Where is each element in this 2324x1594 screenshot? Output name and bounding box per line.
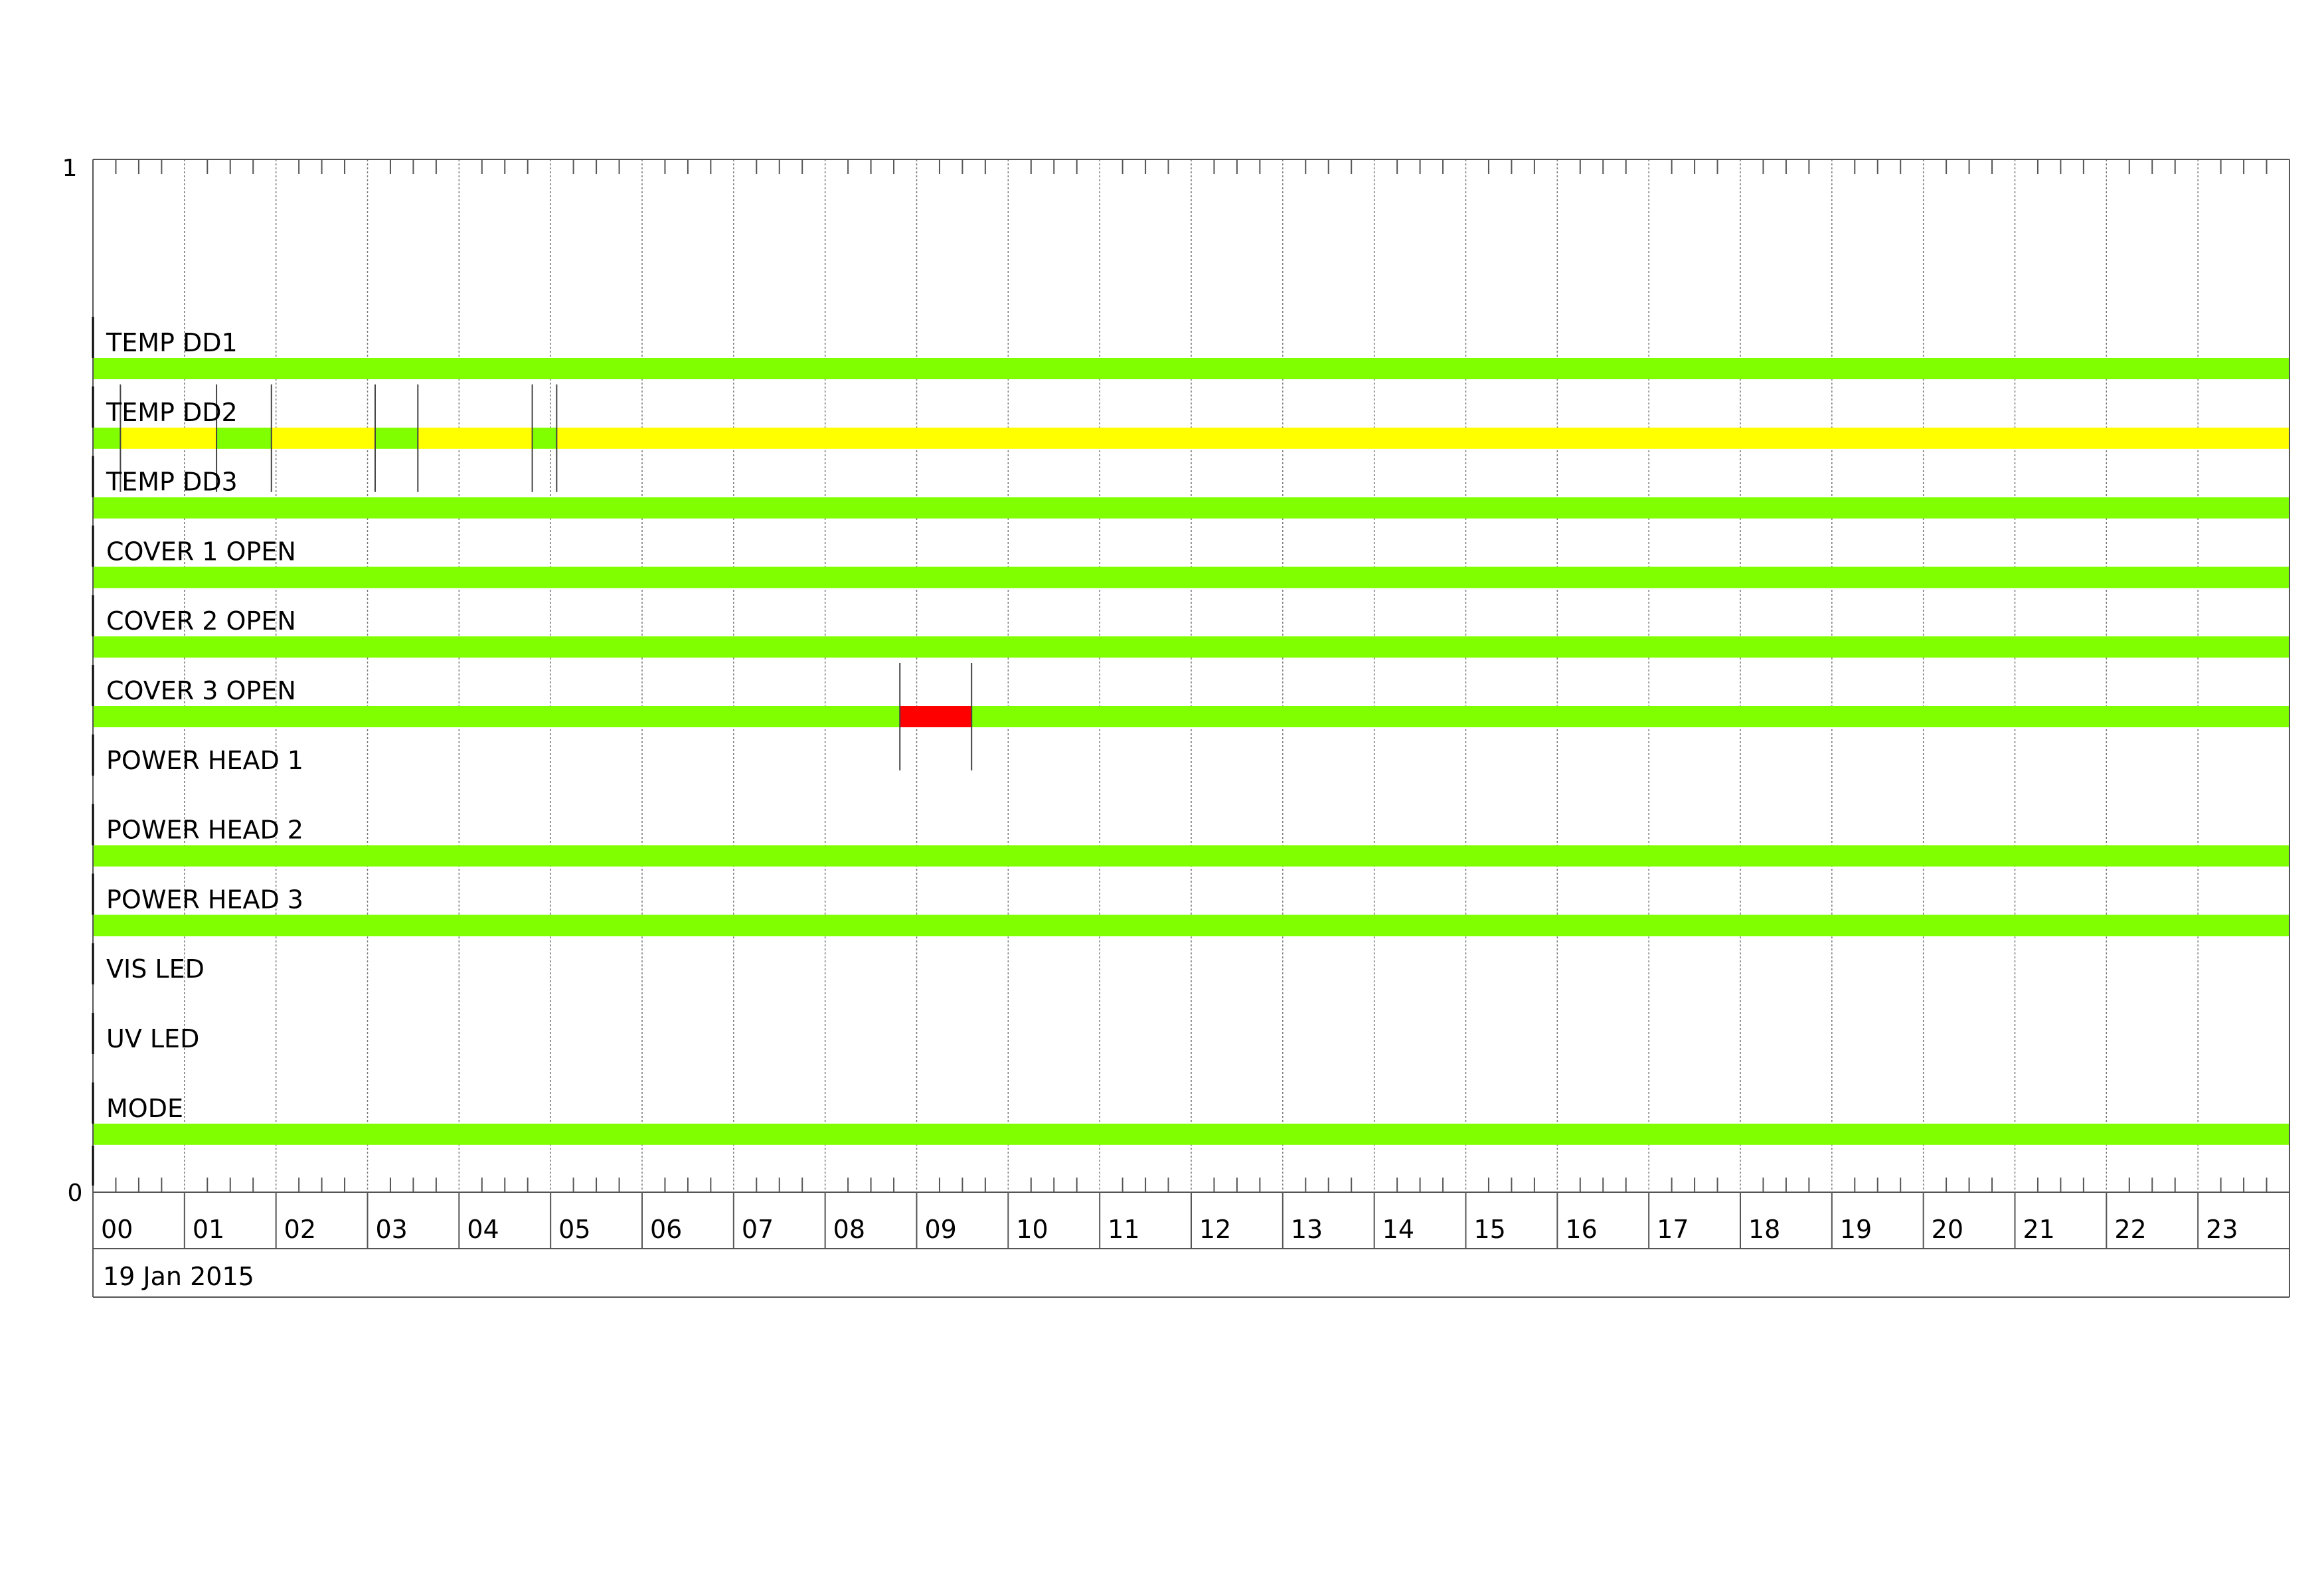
status-segment-ok — [532, 427, 557, 449]
frame: 00 01 02 03 04 05 06 07 08 09 10 11 12 13 14 15 16 17 18 19… — [92, 159, 2290, 1298]
y-tick-top: 1 — [62, 155, 78, 182]
status-segment-ok — [93, 706, 900, 727]
status-segment-ok — [93, 358, 2289, 379]
x-tick-label: 17 — [1657, 1215, 1689, 1244]
status-segment-ok — [93, 636, 2289, 658]
status-segment-ok — [216, 427, 272, 449]
row-label: POWER HEAD 2 — [106, 816, 303, 845]
x-tick-label: 14 — [1382, 1215, 1414, 1244]
x-tick-label: 06 — [650, 1215, 682, 1244]
status-segment-ok — [93, 497, 2289, 519]
x-tick-label: 09 — [925, 1215, 957, 1244]
x-tick-label: 05 — [558, 1215, 590, 1244]
x-tick-label: 01 — [193, 1215, 224, 1244]
x-tick-label: 16 — [1565, 1215, 1597, 1244]
row-label: POWER HEAD 1 — [106, 746, 303, 775]
row-label: TEMP DD2 — [106, 398, 238, 427]
row-label: VIS LED — [106, 954, 205, 984]
y-tick-bottom: 0 — [68, 1180, 83, 1207]
status-segment-warning — [120, 427, 217, 449]
x-tick-label: 08 — [833, 1215, 865, 1244]
x-tick-label: 03 — [376, 1215, 408, 1244]
status-segment-ok — [93, 845, 2289, 867]
x-tick-label: 19 — [1840, 1215, 1872, 1244]
x-tick-label: 23 — [2206, 1215, 2238, 1244]
row-label: TEMP DD3 — [106, 468, 238, 497]
row-label: UV LED — [106, 1024, 199, 1053]
status-segment-alarm — [900, 706, 972, 727]
x-tick-label: 20 — [1932, 1215, 1963, 1244]
x-tick-label: 13 — [1291, 1215, 1323, 1244]
x-tick-label: 04 — [467, 1215, 499, 1244]
status-segment-ok — [93, 427, 121, 449]
status-segment-warning — [418, 427, 533, 449]
status-segment-ok — [93, 1123, 2289, 1145]
row-label: POWER HEAD 3 — [106, 885, 303, 914]
x-tick-label: 15 — [1474, 1215, 1506, 1244]
x-tick-label: 02 — [284, 1215, 316, 1244]
row-label: MODE — [106, 1094, 183, 1123]
x-tick-label: 22 — [2114, 1215, 2146, 1244]
grid — [184, 159, 2199, 1192]
x-tick-label: 18 — [1748, 1215, 1780, 1244]
row-label: COVER 3 OPEN — [106, 676, 296, 705]
status-segment-ok — [971, 706, 2289, 727]
status-segment-warning — [271, 427, 375, 449]
status-segment-ok — [93, 915, 2289, 936]
x-tick-label: 10 — [1016, 1215, 1048, 1244]
date-label: 19 Jan 2015 — [103, 1262, 254, 1291]
x-tick-label: 12 — [1199, 1215, 1231, 1244]
row-label: TEMP DD1 — [106, 328, 238, 357]
x-tick-label: 21 — [2023, 1215, 2055, 1244]
row-label: COVER 2 OPEN — [106, 606, 296, 636]
x-tick-label: 11 — [1108, 1215, 1139, 1244]
status-segment-ok — [374, 427, 418, 449]
x-tick-label: 00 — [101, 1215, 133, 1244]
row-label: COVER 1 OPEN — [106, 537, 296, 566]
status-segment-ok — [93, 567, 2289, 588]
bars — [93, 358, 2290, 1145]
status-segment-warning — [556, 427, 2290, 449]
x-tick-label: 07 — [742, 1215, 774, 1244]
